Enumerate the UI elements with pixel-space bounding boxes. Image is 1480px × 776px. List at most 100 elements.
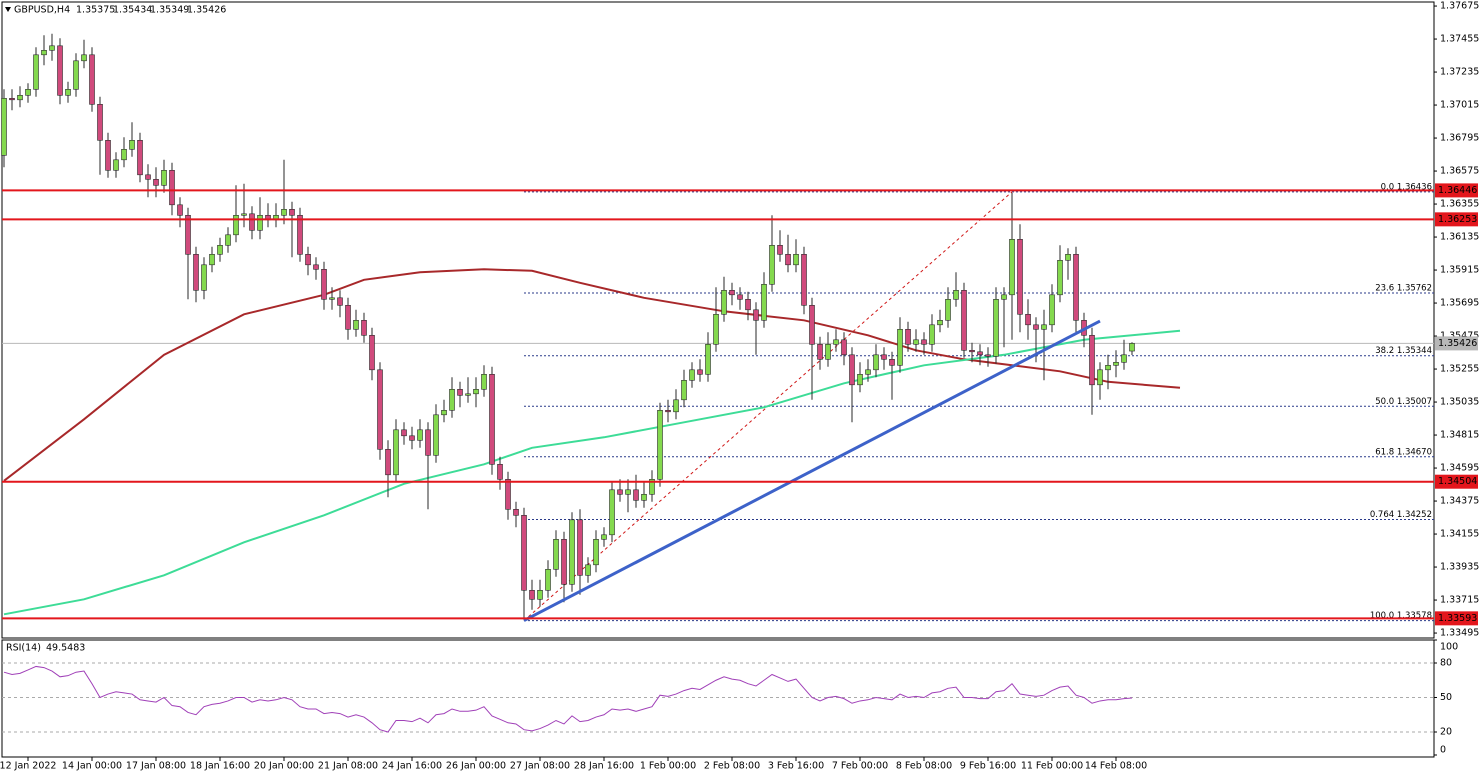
x-tick-label: 24 Jan 16:00 <box>382 761 442 772</box>
candle-body <box>529 589 535 600</box>
candle-body <box>345 304 351 330</box>
candle-body <box>145 174 151 180</box>
candle-body <box>697 369 703 375</box>
fib-label: 61.8 1.34670 <box>1375 447 1432 457</box>
candle-body <box>313 264 319 270</box>
candle-body <box>217 245 223 255</box>
candle-body <box>281 209 287 216</box>
y-tick-label: 1.36575 <box>1440 166 1479 177</box>
candle-body <box>745 298 751 311</box>
candle-body <box>105 140 111 171</box>
current-price-label: 1.35426 <box>1438 338 1477 349</box>
candle-body <box>961 289 967 351</box>
candle-body <box>33 54 39 90</box>
candle-body <box>305 254 311 266</box>
level-label: 1.36253 <box>1438 214 1477 225</box>
candle-body <box>937 319 943 326</box>
candle-body <box>321 268 327 300</box>
candle-body <box>169 170 175 206</box>
x-tick-label: 14 Jan 00:00 <box>62 761 122 772</box>
x-tick-label: 27 Jan 08:00 <box>510 761 570 772</box>
rsi-y-tick-label: 0 <box>1440 745 1446 756</box>
candle-body <box>9 98 15 101</box>
candle-body <box>1129 343 1135 352</box>
candle-body <box>561 538 567 585</box>
x-tick-label: 1 Feb 00:00 <box>640 761 696 772</box>
candle-body <box>1 98 7 156</box>
symbol: GBPUSD,H4 <box>14 5 70 16</box>
candle-body <box>57 45 63 96</box>
candle-body <box>425 429 431 456</box>
candle-body <box>361 319 367 336</box>
candle-body <box>601 534 607 540</box>
candle-body <box>785 254 791 266</box>
y-tick-label: 1.34815 <box>1440 430 1479 441</box>
y-tick-label: 1.37675 <box>1440 1 1479 12</box>
candle-body <box>969 349 975 353</box>
candle-body <box>185 215 191 255</box>
candle-body <box>977 351 983 356</box>
candle-body <box>929 324 935 345</box>
x-tick-label: 3 Feb 16:00 <box>768 761 824 772</box>
x-tick-label: 17 Jan 08:00 <box>126 761 186 772</box>
candle-body <box>329 297 335 300</box>
candle-body <box>913 339 919 345</box>
candle-body <box>1089 334 1095 386</box>
candle-body <box>449 388 455 411</box>
candle-body <box>905 328 911 345</box>
y-tick-label: 1.34155 <box>1440 529 1479 540</box>
candle-body <box>953 289 959 300</box>
candle-body <box>641 493 647 501</box>
current-price-box <box>1435 336 1478 351</box>
y-tick-label: 1.33935 <box>1440 562 1479 573</box>
x-tick-label: 2 Feb 08:00 <box>704 761 760 772</box>
candle-body <box>681 379 687 401</box>
rsi-name: RSI(14) <box>6 643 41 654</box>
candle-body <box>921 339 927 345</box>
candle-body <box>777 245 783 255</box>
candle-body <box>809 304 815 345</box>
candle-body <box>49 45 55 51</box>
candle-body <box>489 373 495 465</box>
candle-body <box>289 209 295 216</box>
candle-body <box>617 489 623 495</box>
y-tick-label: 1.36355 <box>1440 199 1479 210</box>
candle-body <box>729 289 735 296</box>
candle-body <box>481 373 487 390</box>
header-ohlc: 1.35434 <box>113 5 152 16</box>
candle-body <box>897 328 903 366</box>
candle-body <box>513 508 519 516</box>
candle-body <box>393 429 399 476</box>
candle-body <box>225 234 231 246</box>
x-tick-label: 20 Jan 00:00 <box>254 761 314 772</box>
candle-body <box>1033 324 1039 330</box>
candle-body <box>585 564 591 576</box>
candle-body <box>753 309 759 321</box>
x-tick-label: 26 Jan 00:00 <box>446 761 506 772</box>
y-tick-label: 1.33715 <box>1440 595 1479 606</box>
y-tick-label: 1.33495 <box>1440 628 1479 639</box>
candle-body <box>409 435 415 441</box>
fib-label: 0.764 1.34252 <box>1370 510 1432 520</box>
candle-body <box>385 448 391 476</box>
rsi-y-tick-label: 80 <box>1440 658 1452 669</box>
y-tick-label: 1.36795 <box>1440 133 1479 144</box>
rsi-line <box>3 665 1133 733</box>
header-ohlc: 1.35349 <box>150 5 189 16</box>
level-box <box>1435 474 1478 489</box>
candle-body <box>433 414 439 456</box>
candle-body <box>193 254 199 291</box>
level-box <box>1435 183 1478 198</box>
candle-body <box>1049 294 1055 326</box>
candle-body <box>577 519 583 576</box>
candle-body <box>1073 254 1079 321</box>
candle-body <box>465 393 471 396</box>
x-tick-label: 7 Feb 00:00 <box>832 761 888 772</box>
fib-label: 23.6 1.35762 <box>1375 284 1432 294</box>
fib-label: 50.0 1.35007 <box>1375 397 1432 407</box>
rsi-y-tick-label: 100 <box>1440 642 1458 653</box>
candle-body <box>689 369 695 381</box>
candle-body <box>161 170 167 186</box>
candle-body <box>441 409 447 416</box>
candle-body <box>985 354 991 357</box>
